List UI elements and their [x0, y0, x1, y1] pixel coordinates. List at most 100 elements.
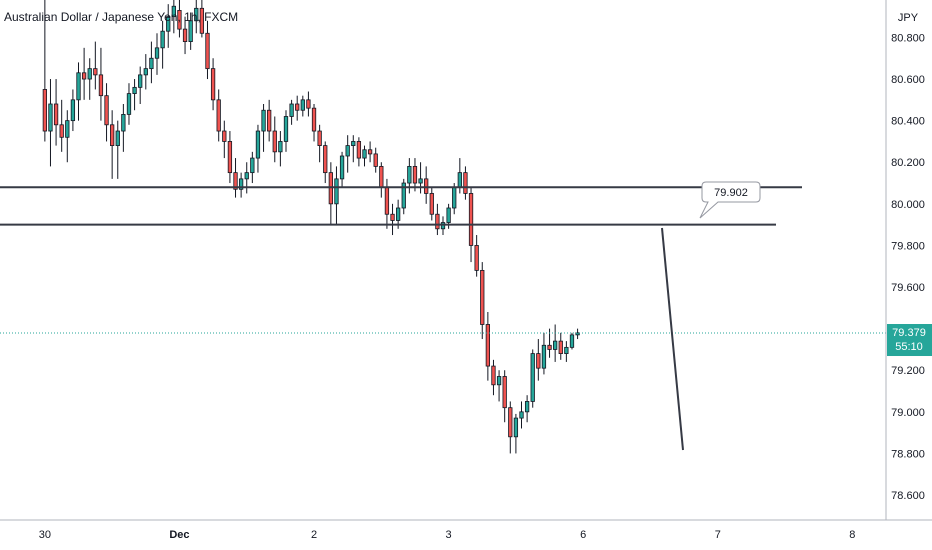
candle-body[interactable] [227, 141, 233, 174]
candle-body[interactable] [424, 178, 429, 194]
candle-body[interactable] [468, 193, 474, 246]
candle-body[interactable] [564, 346, 569, 354]
candle-body[interactable] [508, 407, 513, 438]
candle-body[interactable] [306, 99, 311, 109]
candle-body[interactable] [166, 16, 171, 32]
candle-body[interactable] [379, 165, 384, 188]
candle-body[interactable] [93, 68, 98, 76]
candle-body[interactable] [138, 74, 143, 88]
candle-body[interactable] [429, 193, 434, 215]
trend-line[interactable] [661, 227, 684, 451]
candle-body[interactable] [283, 116, 289, 142]
candle-body[interactable] [345, 145, 350, 157]
candle-body[interactable] [216, 99, 221, 132]
candle-body[interactable] [440, 222, 446, 230]
candle-body[interactable] [407, 165, 412, 184]
candle-body[interactable] [115, 130, 120, 146]
candle-body[interactable] [401, 182, 406, 209]
candle-body[interactable] [356, 141, 362, 159]
price-callout[interactable]: 79.902 [699, 181, 761, 219]
candle-body[interactable] [188, 20, 193, 42]
candle-body[interactable] [328, 172, 333, 205]
candle-body[interactable] [76, 72, 81, 101]
candle-body[interactable] [390, 213, 395, 221]
time-axis[interactable]: 30 Dec 2 3 6 7 8 [0, 519, 932, 550]
candle-body[interactable] [530, 353, 535, 402]
price-axis[interactable]: JPY 80.800 80.600 80.400 80.200 80.000 79.800… [885, 0, 932, 520]
candle-body[interactable] [65, 120, 70, 138]
candle-body[interactable] [53, 103, 59, 126]
candle-body[interactable] [502, 376, 507, 409]
candle-body[interactable] [182, 28, 188, 43]
candle-body[interactable] [418, 178, 423, 184]
candle-body[interactable] [98, 74, 104, 97]
candle-body[interactable] [452, 186, 457, 209]
candle-body[interactable] [351, 141, 356, 147]
candle-body[interactable] [334, 178, 339, 205]
candle-body[interactable] [222, 130, 227, 142]
candle-body[interactable] [412, 165, 418, 184]
candle-body[interactable] [536, 353, 541, 369]
candle-body[interactable] [244, 172, 249, 180]
candle-body[interactable] [70, 99, 76, 122]
candle-body[interactable] [42, 89, 47, 132]
candle-body[interactable] [121, 114, 126, 132]
candle-body[interactable] [575, 332, 580, 336]
candle-body[interactable] [569, 334, 575, 348]
candle-body[interactable] [295, 103, 300, 111]
candle-body[interactable] [255, 130, 261, 159]
candle-body[interactable] [396, 207, 401, 221]
candle-body[interactable] [110, 124, 115, 147]
candle-body[interactable] [87, 68, 92, 80]
candle-body[interactable] [513, 417, 519, 438]
candle-body[interactable] [384, 186, 390, 215]
candle-body[interactable] [317, 130, 322, 146]
candle-body[interactable] [524, 401, 530, 413]
candle-body[interactable] [558, 340, 563, 354]
candle-body[interactable] [81, 72, 87, 80]
candle-body[interactable] [491, 365, 496, 386]
candle-body[interactable] [339, 155, 345, 180]
candle-body[interactable] [485, 324, 490, 367]
candle-body[interactable] [519, 411, 524, 419]
candle-body[interactable] [48, 103, 53, 132]
candle-body[interactable] [194, 7, 199, 22]
candle-body[interactable] [435, 213, 440, 230]
candle-body[interactable] [367, 149, 373, 155]
candle-body[interactable] [59, 124, 64, 138]
candle-body[interactable] [126, 93, 132, 115]
candle-body[interactable] [210, 68, 216, 101]
candle-body[interactable] [474, 245, 479, 271]
candle-body[interactable] [553, 340, 558, 350]
candle-body[interactable] [480, 269, 485, 325]
candle-body[interactable] [267, 109, 272, 132]
candle-body[interactable] [104, 95, 109, 126]
candle-body[interactable] [238, 178, 244, 190]
candle-body[interactable] [547, 344, 552, 350]
candle-body[interactable] [261, 109, 266, 132]
candle-body[interactable] [278, 141, 283, 153]
candle-body[interactable] [373, 153, 378, 167]
candle-body[interactable] [199, 7, 205, 34]
candle-body[interactable] [496, 376, 502, 386]
candle-body[interactable] [300, 99, 305, 111]
candle-body[interactable] [160, 30, 165, 49]
candle-body[interactable] [457, 172, 462, 188]
candle-body[interactable] [233, 172, 238, 190]
candle-body[interactable] [362, 149, 367, 159]
candle-body[interactable] [149, 57, 154, 70]
candle-body[interactable] [463, 172, 468, 194]
candle-body[interactable] [132, 86, 137, 95]
candle-body[interactable] [250, 157, 255, 174]
candle-body[interactable] [205, 32, 210, 70]
candle-body[interactable] [289, 103, 294, 117]
candle-body[interactable] [171, 5, 176, 18]
candle-body[interactable] [311, 107, 317, 132]
candle-body[interactable] [323, 145, 328, 174]
candle-body[interactable] [272, 130, 277, 153]
candle-body[interactable] [177, 9, 182, 30]
candle-body[interactable] [541, 344, 547, 369]
candle-body[interactable] [446, 207, 451, 223]
